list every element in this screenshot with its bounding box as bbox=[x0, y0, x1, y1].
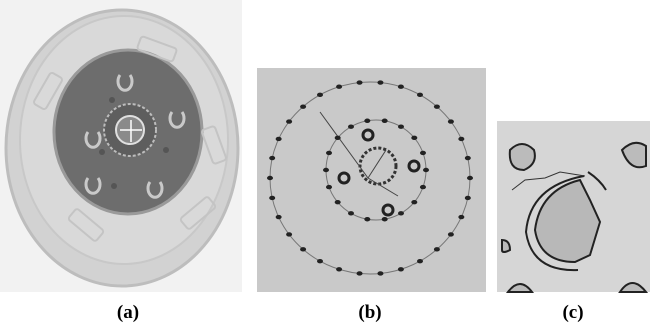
contour-point bbox=[434, 247, 440, 251]
contour-point bbox=[420, 151, 426, 155]
contour-point bbox=[423, 168, 429, 172]
contour-point bbox=[398, 124, 404, 128]
contour-point bbox=[326, 151, 332, 155]
contour-point bbox=[276, 137, 282, 141]
contour-point bbox=[336, 267, 342, 271]
contour-point bbox=[434, 104, 440, 108]
contour-point bbox=[276, 215, 282, 219]
contour-point bbox=[269, 156, 275, 160]
caption-b: (b) bbox=[358, 302, 381, 323]
contour-point bbox=[465, 156, 471, 160]
caption-c: (c) bbox=[562, 302, 583, 323]
contour-point bbox=[357, 271, 363, 275]
contour-point bbox=[467, 176, 473, 180]
contour-point bbox=[458, 215, 464, 219]
contour-point bbox=[364, 217, 370, 221]
contour-point bbox=[348, 124, 354, 128]
contour-point bbox=[377, 80, 383, 84]
contour-point bbox=[286, 119, 292, 123]
image-b bbox=[257, 68, 486, 292]
contour-point bbox=[398, 84, 404, 88]
contour-point bbox=[336, 84, 342, 88]
contour-point bbox=[458, 137, 464, 141]
contour-point bbox=[398, 211, 404, 215]
image-c bbox=[497, 121, 650, 292]
contour-point bbox=[411, 200, 417, 204]
contour-point bbox=[357, 80, 363, 84]
contour-point bbox=[335, 200, 341, 204]
contour-point bbox=[269, 196, 275, 200]
contour-point bbox=[448, 232, 454, 236]
contour-point bbox=[317, 93, 323, 97]
caption-a: (a) bbox=[117, 302, 139, 323]
contour-point bbox=[286, 232, 292, 236]
contour-point bbox=[382, 217, 388, 221]
contour-point bbox=[335, 136, 341, 140]
contour-point bbox=[364, 119, 370, 123]
figure: (a) (b) (c) bbox=[0, 0, 650, 332]
contour-point bbox=[326, 185, 332, 189]
contour-point bbox=[411, 136, 417, 140]
contour-point bbox=[465, 196, 471, 200]
contour-point bbox=[317, 259, 323, 263]
contour-point bbox=[300, 104, 306, 108]
contour-point bbox=[267, 176, 273, 180]
contour-point bbox=[398, 267, 404, 271]
contour-point bbox=[417, 93, 423, 97]
contour-point bbox=[448, 119, 454, 123]
contour-point bbox=[323, 168, 329, 172]
contour-point bbox=[417, 259, 423, 263]
contour-point bbox=[300, 247, 306, 251]
contour-point bbox=[420, 185, 426, 189]
contour-point bbox=[382, 119, 388, 123]
contour-point bbox=[377, 271, 383, 275]
image-a bbox=[0, 0, 242, 292]
contour-point bbox=[348, 211, 354, 215]
